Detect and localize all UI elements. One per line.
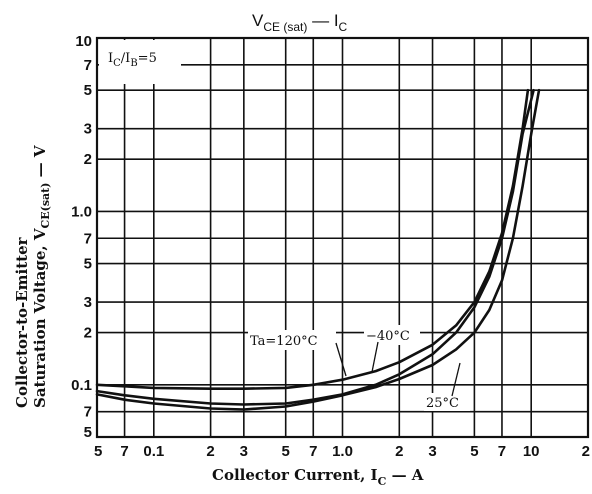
x-axis-label-unit: — A [386,466,423,484]
y-axis-label-line1: Collector-to-Emitter [13,236,31,408]
label-25-bg [424,393,470,411]
series-label-minus40c: −40°C [366,329,410,344]
x-tick-label-12: 10 [523,443,540,460]
x-tick-labels: 5 7 0.1 2 3 5 7 1.0 2 3 5 7 10 2 [94,443,590,460]
y-tick-label-5: 5 [84,256,92,273]
leader-minus40c [371,341,379,373]
y-tick-label-0: 5 [84,424,92,441]
condition-ratio: =5 [138,51,157,66]
label-120-bg [248,330,336,350]
x-tick-label-10: 5 [470,443,478,460]
y-tick-label-9: 3 [84,121,92,138]
y-tick-label-7: 1.0 [71,203,92,220]
x-axis-label-text: Collector Current, I [212,466,378,484]
title-v: V [252,11,264,30]
y-axis-label-line2: Saturation Voltage, VCE(sat) — V [31,145,52,408]
series-label-25c: 25°C [426,396,459,411]
condition-ic-sub: C [113,58,121,69]
title-separator: — [307,11,333,30]
y-tick-labels: 5 7 0.1 2 3 5 7 1.0 2 3 5 7 10 [71,33,92,441]
x-tick-label-5: 5 [282,443,290,460]
x-tick-label-0: 5 [94,443,102,460]
x-axis-label: Collector Current, IC — A [212,466,424,488]
x-tick-label-9: 3 [428,443,436,460]
series-label-120c: Ta=120°C [250,334,318,349]
x-tick-label-7: 1.0 [332,443,353,460]
x-tick-label-13: 2 [582,443,590,460]
y-tick-label-8: 2 [84,151,92,168]
x-axis-label-sub: C [378,475,387,488]
title-i: I [334,11,339,30]
label-m40-bg [364,325,420,345]
condition-ib: /I [121,51,131,66]
x-tick-label-1: 7 [120,443,128,460]
y-axis-label-line2-sub: CE(sat) [39,183,52,229]
series-group [95,88,541,411]
title-v-sub: CE (sat) [263,20,307,34]
series-line-40-c [95,88,535,406]
x-tick-label-3: 2 [206,443,214,460]
leader-25c [451,362,461,397]
y-tick-label-11: 7 [84,57,92,74]
y-tick-label-4: 3 [84,294,92,311]
x-tick-label-8: 2 [395,443,403,460]
title-i-sub: C [339,20,348,34]
y-tick-label-3: 2 [84,325,92,342]
condition-label: IC/IB=5 [108,51,157,69]
condition-ic: I [108,51,113,66]
y-tick-label-1: 7 [84,404,92,421]
chart-title: VCE (sat) — IC [252,11,348,34]
y-tick-label-6: 7 [84,230,92,247]
condition-ib-sub: B [130,58,137,69]
x-tick-label-4: 3 [240,443,248,460]
series-line-25-c [95,88,541,411]
y-axis-label-line2-text: Saturation Voltage, V [31,228,49,408]
y-axis-label: Collector-to-Emitter Saturation Voltage,… [13,145,52,408]
y-tick-label-12: 10 [75,33,92,50]
x-tick-label-6: 7 [309,443,317,460]
condition-label-bg [99,40,181,84]
y-tick-label-10: 5 [84,82,92,99]
plot-frame [95,36,590,439]
leader-120c [335,342,347,377]
x-tick-label-2: 0.1 [143,443,164,460]
y-axis-label-line2-unit: — V [31,145,49,182]
x-tick-label-11: 7 [498,443,506,460]
y-tick-label-2: 0.1 [71,377,92,394]
